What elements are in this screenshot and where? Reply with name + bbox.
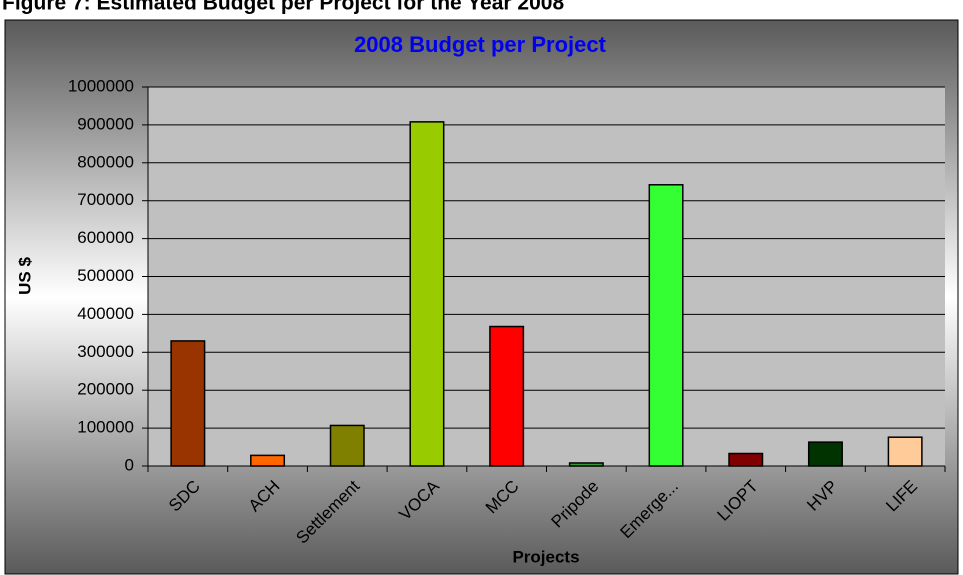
y-tick-label: 0 <box>125 455 134 474</box>
bar <box>728 452 764 467</box>
y-tick-label: 400000 <box>77 304 134 323</box>
chart-title: 2008 Budget per Project <box>354 32 607 57</box>
x-axis-label: Projects <box>512 547 579 566</box>
bar <box>250 454 286 467</box>
y-tick-label: 600000 <box>77 228 134 247</box>
bar <box>170 340 206 467</box>
bar <box>887 436 923 467</box>
y-tick-label: 200000 <box>77 380 134 399</box>
y-tick-label: 500000 <box>77 266 134 285</box>
y-tick-label: 700000 <box>77 190 134 209</box>
bar <box>409 121 445 467</box>
y-axis-label: US $ <box>15 257 34 295</box>
y-tick-label: 300000 <box>77 342 134 361</box>
bar <box>329 424 365 467</box>
y-tick-label: 100000 <box>77 418 134 437</box>
y-tick-label: 1000000 <box>68 76 134 95</box>
figure-caption: Figure 7: Estimated Budget per Project f… <box>2 0 564 15</box>
bar <box>807 441 843 467</box>
bar <box>489 325 525 467</box>
y-tick-label: 800000 <box>77 152 134 171</box>
y-tick-label: 900000 <box>77 114 134 133</box>
bar <box>648 184 684 467</box>
